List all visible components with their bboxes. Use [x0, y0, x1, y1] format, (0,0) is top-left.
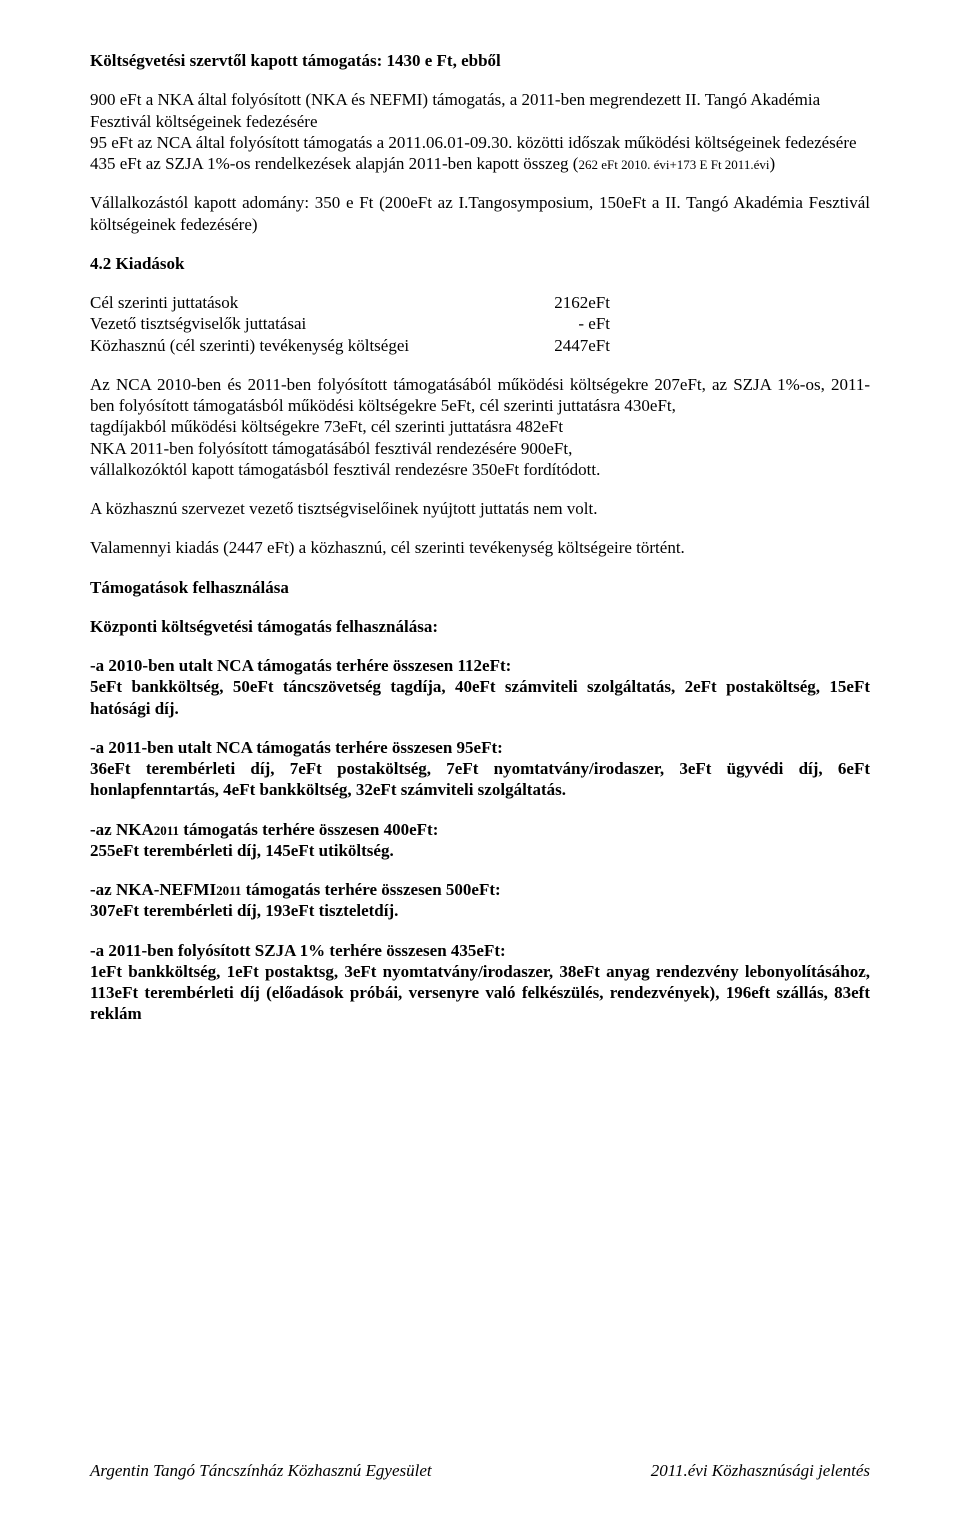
text-line: Az NCA 2010-ben és 2011-ben folyósított …: [90, 375, 870, 415]
footer-right: 2011.évi Közhasznúsági jelentés: [651, 1461, 870, 1481]
expense-label: Közhasznú (cél szerinti) tevékenység köl…: [90, 335, 510, 356]
section-body: 307eFt terembérleti díj, 193eFt tisztele…: [90, 901, 398, 920]
footer-left: Argentin Tangó Táncszínház Közhasznú Egy…: [90, 1461, 432, 1481]
section-title: -a 2011-ben utalt NCA támogatás terhére …: [90, 738, 503, 757]
expense-label: Vezető tisztségviselők juttatásai: [90, 313, 510, 334]
expense-row: Cél szerinti juttatások 2162eFt: [90, 292, 870, 313]
section-title-year: 2011: [216, 883, 241, 898]
paragraph-donation: Vállalkozástól kapott adomány: 350 e Ft …: [90, 192, 870, 235]
heading-support-usage: Támogatások felhasználása: [90, 577, 870, 598]
heading-central-budget: Központi költségvetési támogatás felhasz…: [90, 616, 870, 637]
text-line: 435 eFt az SZJA 1%-os rendelkezések alap…: [90, 154, 578, 173]
section-szja-2011: -a 2011-ben folyósított SZJA 1% terhére …: [90, 940, 870, 1025]
paragraph-no-officer-payment: A közhasznú szervezet vezető tisztségvis…: [90, 498, 870, 519]
expense-value: - eFt: [510, 313, 610, 334]
document-page: Költségvetési szervtől kapott támogatás:…: [0, 0, 960, 1521]
expense-row: Közhasznú (cél szerinti) tevékenység köl…: [90, 335, 870, 356]
section-body: 1eFt bankköltség, 1eFt postaktsg, 3eFt n…: [90, 962, 870, 1024]
text-small: 262 eFt 2010. évi+173 E Ft 2011.évi: [578, 157, 769, 172]
section-title-year: 2011: [154, 823, 179, 838]
section-title-part: támogatás terhére összesen 400eFt:: [179, 820, 438, 839]
text-line: 900 eFt a NKA által folyósított (NKA és …: [90, 90, 820, 130]
text-line: 95 eFt az NCA által folyósított támogatá…: [90, 133, 857, 152]
section-title: -a 2011-ben folyósított SZJA 1% terhére …: [90, 941, 506, 960]
paragraph-all-expenses: Valamennyi kiadás (2447 eFt) a közhasznú…: [90, 537, 870, 558]
section-title-part: -az NKA-NEFMI: [90, 880, 216, 899]
section-nka-nefmi-2011: -az NKA-NEFMI2011 támogatás terhére össz…: [90, 879, 870, 922]
section-nca-2010: -a 2010-ben utalt NCA támogatás terhére …: [90, 655, 870, 719]
section-body: 36eFt terembérleti díj, 7eFt postaköltsé…: [90, 759, 870, 799]
expense-value: 2447eFt: [510, 335, 610, 356]
expense-value: 2162eFt: [510, 292, 610, 313]
paragraph-breakdown: Az NCA 2010-ben és 2011-ben folyósított …: [90, 374, 870, 480]
section-title-part: támogatás terhére összesen 500eFt:: [241, 880, 500, 899]
page-footer: Argentin Tangó Táncszínház Közhasznú Egy…: [90, 1461, 870, 1481]
expense-row: Vezető tisztségviselők juttatásai - eFt: [90, 313, 870, 334]
heading-kiadasok: 4.2 Kiadások: [90, 253, 870, 274]
text-line: NKA 2011-ben folyósított támogatásából f…: [90, 439, 572, 458]
expense-label: Cél szerinti juttatások: [90, 292, 510, 313]
text-line: vállalkozóktól kapott támogatásból feszt…: [90, 460, 600, 479]
expenses-block: Cél szerinti juttatások 2162eFt Vezető t…: [90, 292, 870, 356]
section-body: 255eFt terembérleti díj, 145eFt utikölts…: [90, 841, 394, 860]
text-line: tagdíjakból működési költségekre 73eFt, …: [90, 417, 563, 436]
section-body: 5eFt bankköltség, 50eFt táncszövetség ta…: [90, 677, 870, 717]
section-title: -a 2010-ben utalt NCA támogatás terhére …: [90, 656, 511, 675]
text-line: ): [769, 154, 775, 173]
section-nka-2011: -az NKA2011 támogatás terhére összesen 4…: [90, 819, 870, 862]
paragraph-nka-support: 900 eFt a NKA által folyósított (NKA és …: [90, 89, 870, 174]
heading-support-received: Költségvetési szervtől kapott támogatás:…: [90, 50, 870, 71]
section-nca-2011: -a 2011-ben utalt NCA támogatás terhére …: [90, 737, 870, 801]
section-title-part: -az NKA: [90, 820, 154, 839]
